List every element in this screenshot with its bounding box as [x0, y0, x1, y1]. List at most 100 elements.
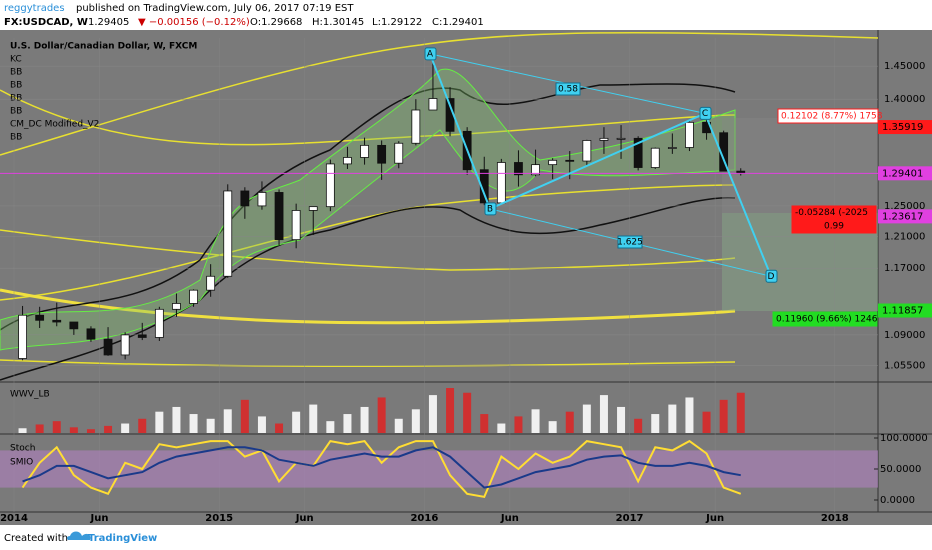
candle-body: [377, 144, 387, 164]
price-marker-box: [878, 303, 932, 318]
y-tick-label: 1.21000: [884, 232, 925, 243]
x-tick-label: Jun: [295, 513, 314, 524]
x-tick-label: Jun: [90, 513, 109, 524]
volume-bar: [292, 411, 301, 433]
candle-body: [240, 190, 250, 207]
price-marker-label: 1.35919: [882, 122, 923, 133]
candle-body: [582, 140, 592, 162]
candle-body: [685, 121, 694, 148]
legend-item: KC: [10, 55, 22, 65]
open: O:1.29668: [250, 17, 302, 28]
candle-body: [86, 328, 96, 340]
candle-body: [531, 164, 540, 176]
candle-body: [35, 314, 45, 321]
volume-bar: [651, 414, 660, 433]
volume-bar: [582, 404, 591, 433]
volume-bar: [531, 409, 540, 433]
x-tick-label: Jun: [705, 513, 724, 524]
candle-body: [137, 334, 147, 338]
pattern-point-label: A: [427, 49, 434, 59]
legend-item: BB: [10, 81, 22, 91]
volume-bar: [257, 416, 266, 433]
info-box: [777, 108, 879, 124]
volume-bar: [155, 411, 164, 433]
volume-bar: [240, 399, 249, 433]
candle-body: [325, 163, 335, 208]
candle-body: [428, 98, 438, 111]
legend-item: U.S. Dollar/Canadian Dollar, W, FXCM: [10, 42, 197, 52]
projection-box: [722, 118, 878, 213]
y-tick-label: 1.25000: [884, 201, 925, 212]
legend-item: BB: [10, 94, 22, 104]
header: reggytrades published on TradingView.com…: [4, 3, 484, 28]
ratio-label: 1.625: [617, 238, 643, 248]
legend-item: CM_DC Modified_V2: [10, 120, 99, 130]
last-price: 1.29405: [88, 17, 129, 28]
volume-bar: [343, 414, 352, 433]
ratio-box: [555, 82, 581, 96]
candle-body: [308, 206, 318, 211]
volume-bar: [223, 409, 232, 433]
channel-line: [0, 196, 736, 381]
volume-bar: [326, 421, 335, 433]
legend-item: BB: [10, 133, 22, 143]
change: ▼ −0.00156 (−0.12%): [138, 17, 250, 28]
candle-body: [18, 314, 27, 359]
volume-bar: [138, 418, 147, 433]
volume-bar: [719, 399, 728, 433]
volume-bar: [69, 427, 78, 433]
candle-body: [514, 162, 523, 176]
channel-line: [0, 83, 736, 331]
pattern-line: [489, 112, 706, 210]
footer-created: Created with: [4, 533, 68, 544]
pattern-point-box: [424, 47, 437, 61]
y-tick-label: 1.09000: [884, 330, 925, 341]
volume-bar: [428, 395, 437, 433]
x-tick-label: 2017: [616, 513, 644, 524]
volume-bar: [104, 425, 113, 433]
volume-bar: [634, 418, 643, 433]
y-tick-label: 1.40000: [884, 94, 925, 105]
published: published on TradingView.com, July 06, 2…: [76, 3, 354, 14]
info-box-fill: [792, 206, 876, 219]
pattern-point-label: B: [487, 204, 493, 214]
pattern-line: [429, 53, 491, 210]
candle-body: [565, 159, 575, 162]
candle-body: [343, 157, 352, 165]
volume-bar: [548, 421, 557, 433]
price-marker-label: 1.11857: [882, 306, 923, 317]
volume-bar: [463, 392, 472, 433]
price-marker-box: [878, 120, 932, 135]
x-tick-label: 2015: [205, 513, 233, 524]
y-tick-label: 100.0000: [880, 433, 928, 444]
y-tick-label: 1.45000: [884, 61, 925, 72]
series-line: [21, 439, 742, 499]
candle-body: [616, 137, 626, 140]
band-line: [0, 288, 736, 325]
candle-body: [667, 147, 677, 149]
y-tick-label: 50.0000: [880, 464, 921, 475]
pattern-point-box: [765, 269, 778, 283]
x-tick-label: 2014: [0, 513, 28, 524]
volume-bar: [668, 404, 677, 433]
pattern-point-label: D: [768, 272, 775, 282]
series-line: [22, 446, 741, 489]
volume-bar: [394, 418, 403, 433]
logo: [66, 531, 91, 540]
x-tick-label: 2016: [410, 513, 438, 524]
candle-body: [650, 147, 660, 168]
legend-item: BB: [10, 68, 22, 78]
volume-bar: [309, 404, 318, 433]
candle-body: [52, 319, 62, 323]
volume-bar: [617, 406, 626, 433]
volume-bar: [172, 406, 181, 433]
symbol: FX:USDCAD, W: [4, 17, 88, 28]
author[interactable]: reggytrades: [4, 3, 65, 14]
candle-body: [548, 159, 558, 166]
info-box-label: -0.05284 (-2025: [795, 208, 868, 218]
footer-brand[interactable]: TradingView: [88, 533, 157, 544]
candle-body: [189, 289, 198, 304]
volume-bar: [275, 423, 284, 433]
price-marker-box: [878, 166, 932, 181]
